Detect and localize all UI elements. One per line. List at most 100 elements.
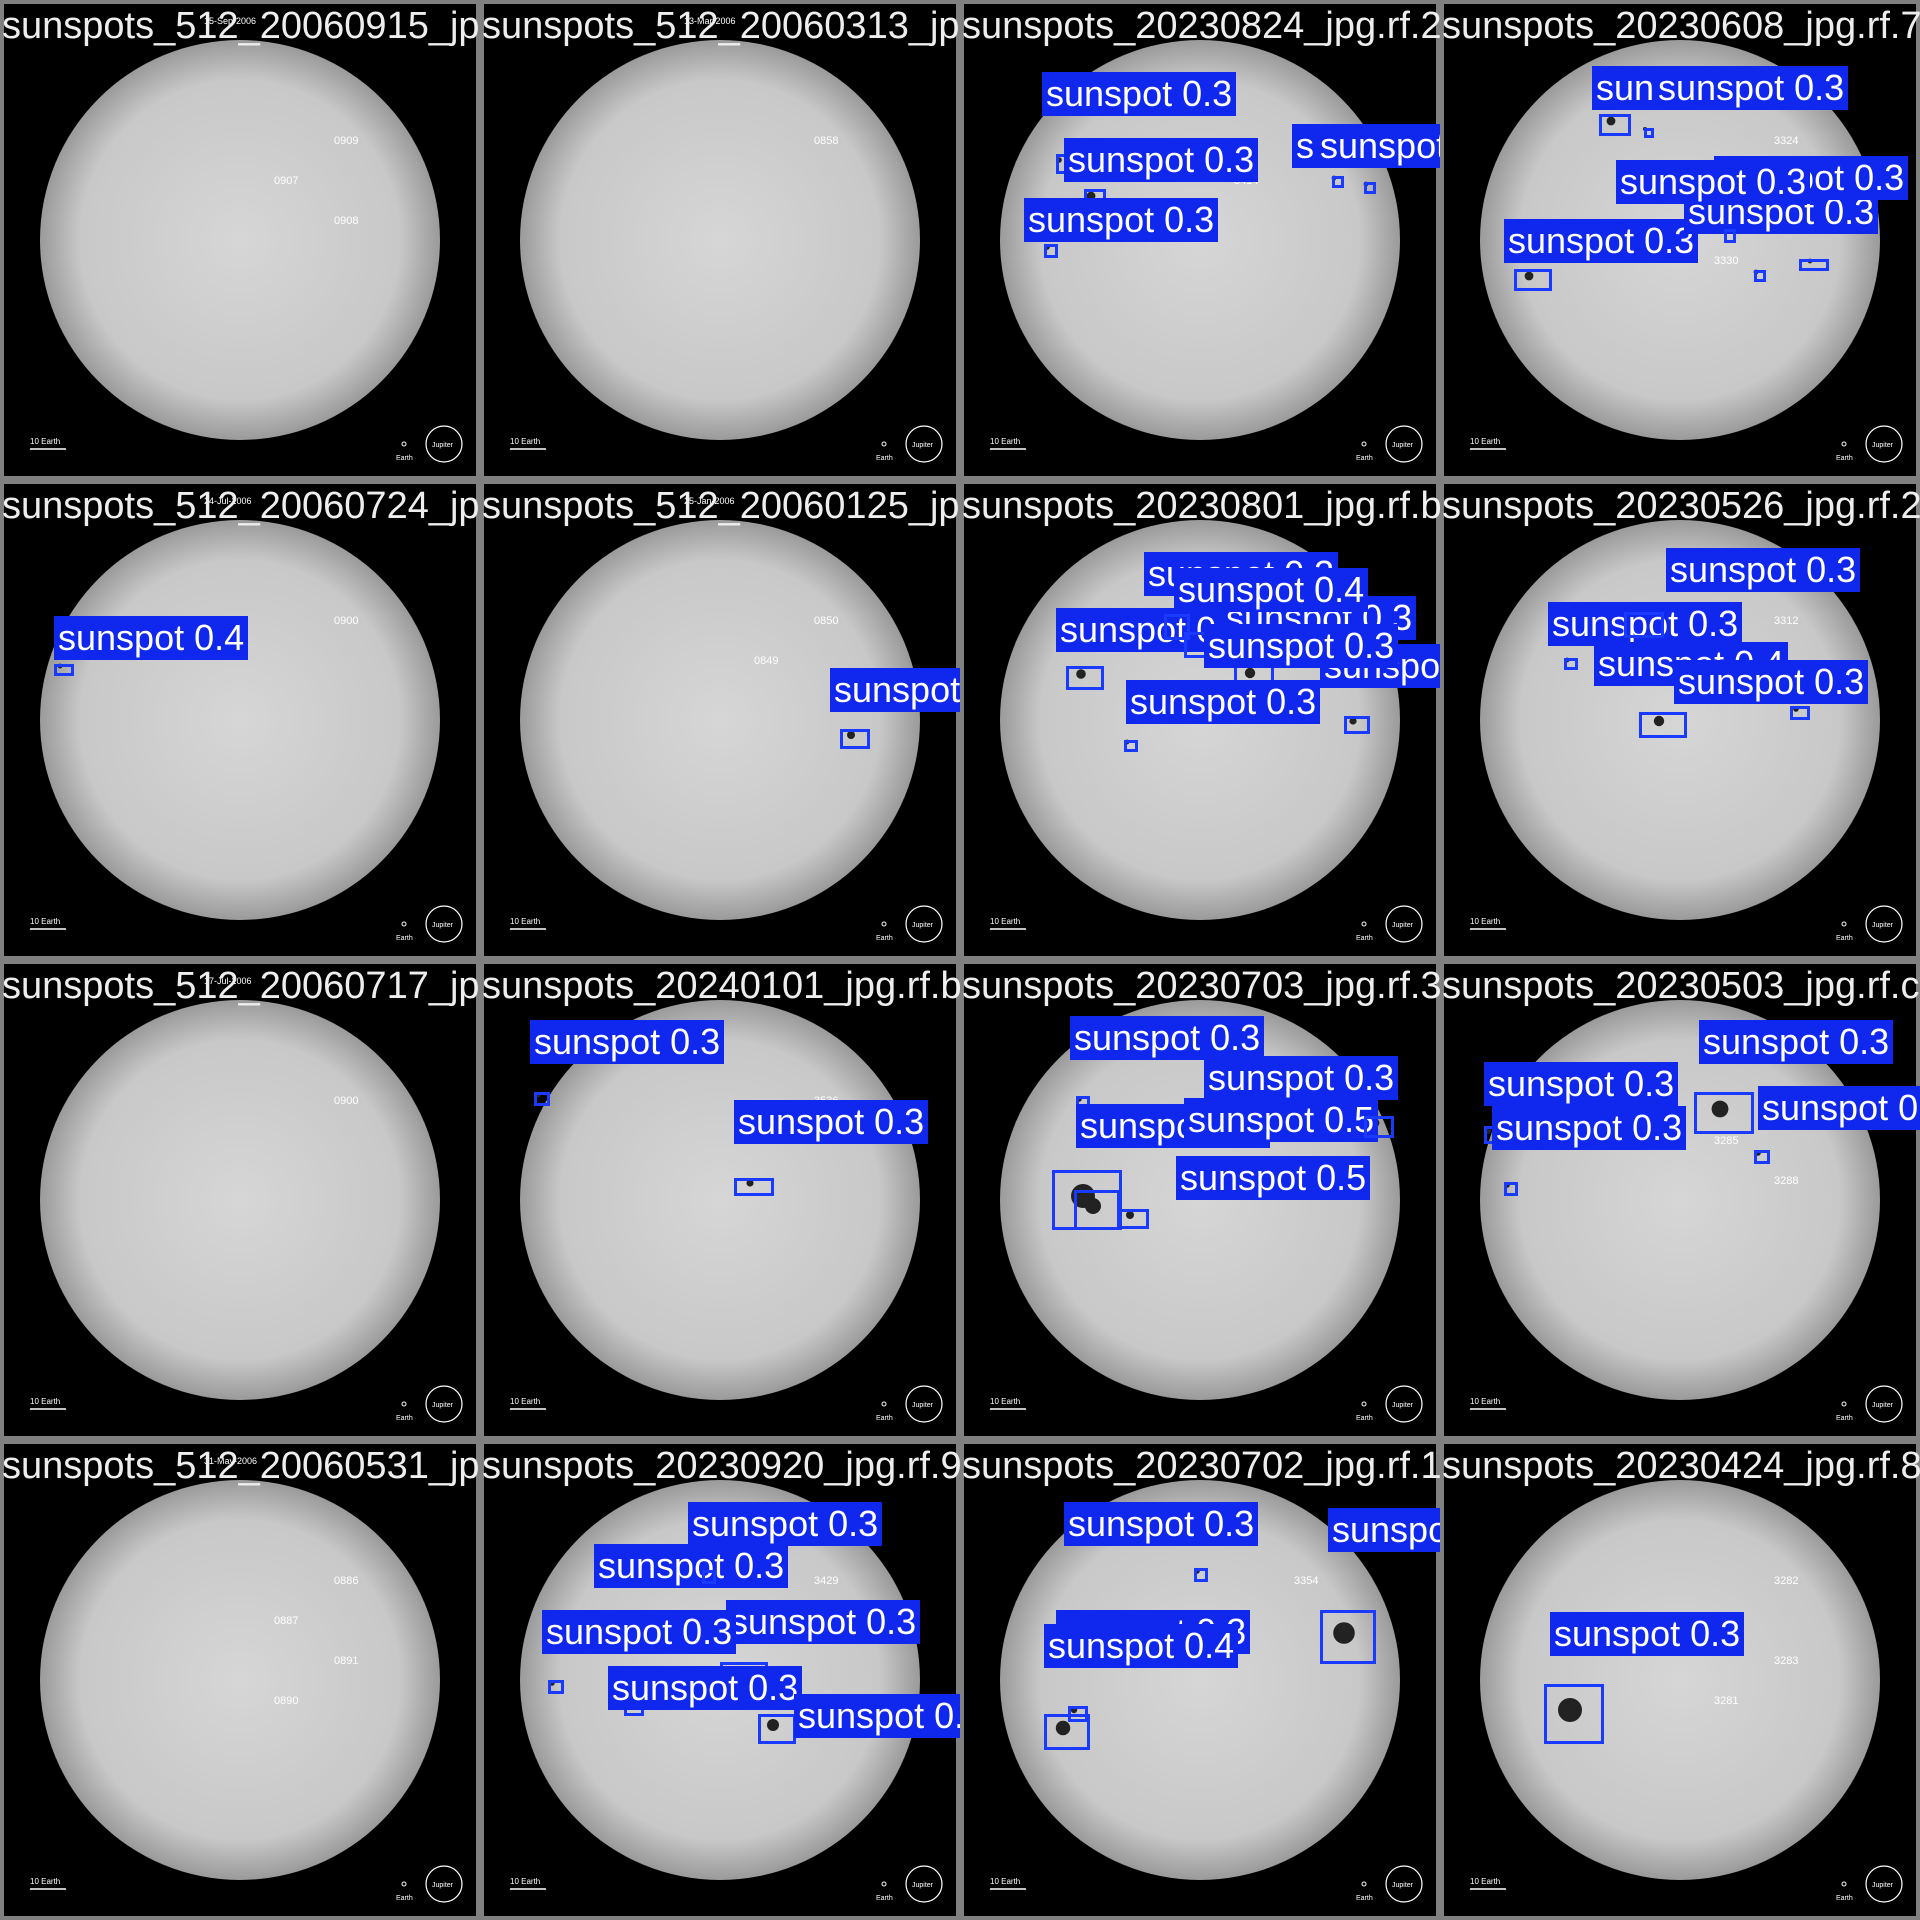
detection-label: sunspot 0.3: [1654, 66, 1849, 110]
jupiter-label: Jupiter: [1872, 1882, 1894, 1889]
detection-label: sunspot 0.3: [688, 1502, 883, 1546]
jupiter-label: Jupiter: [1392, 1402, 1414, 1409]
scale-label: 10 Earth: [510, 1877, 540, 1886]
detection-label: sunspot 0.3: [1758, 1086, 1920, 1130]
tile-filename: sunspots_512_20060313_jpg.rf.…: [482, 5, 960, 47]
image-tile: 15-Sep-2006 0909 0907 0908 10 Earth Earth Jupi…: [0, 0, 480, 480]
region-number: 0909: [334, 135, 358, 147]
sun-disk: [40, 1480, 440, 1880]
tile-filename: sunspots_20230824_jpg.rf.220c41424de…: [962, 5, 1440, 47]
sun-disk: [40, 40, 440, 440]
detection-label: sunspot 0.4: [1174, 568, 1369, 612]
detection-box: [1790, 706, 1810, 720]
detection-box: [1754, 1150, 1770, 1164]
scale-label: 10 Earth: [510, 1397, 540, 1406]
region-number: 0907: [274, 175, 298, 187]
earth-label: Earth: [1356, 1895, 1373, 1902]
tile-filename: sunspots_20240101_jpg.rf.b087cde53…: [482, 965, 960, 1007]
detection-box: [1564, 658, 1578, 670]
earth-label: Earth: [1836, 1415, 1853, 1422]
detection-label: sunspot 0.3: [1504, 219, 1699, 263]
sun-image: 25-Jan-2006 0850 0849 10 Earth Earth Jupiter: [484, 484, 956, 956]
sun-disk: [520, 40, 920, 440]
detection-label: sunspot 0.3: [1024, 198, 1219, 242]
earth-label: Earth: [876, 1415, 893, 1422]
image-tile: 3429 10 Earth Earth Jupiter sunspot 0.3 sunsp…: [480, 1440, 960, 1920]
sunspot-mark: [1711, 1100, 1729, 1118]
scale-label: 10 Earth: [30, 1877, 60, 1886]
detection-box: [1514, 269, 1552, 291]
detection-box: [1044, 244, 1058, 258]
sun-image: 17-Jul-2006 0900 10 Earth Earth Jupiter: [4, 964, 476, 1436]
scale-label: 10 Earth: [1470, 1397, 1500, 1406]
sunspot-mark: [1606, 116, 1616, 126]
scale-label: 10 Earth: [1470, 437, 1500, 446]
detection-box: [1364, 1116, 1394, 1138]
region-number: 3288: [1774, 1175, 1798, 1187]
region-number: 0890: [274, 1695, 298, 1707]
jupiter-label: Jupiter: [1872, 442, 1894, 449]
image-tile: 24-Jul-2006 0900 10 Earth Earth Jupiter sunsp…: [0, 480, 480, 960]
earth-label: Earth: [876, 1895, 893, 1902]
scale-label: 10 Earth: [510, 437, 540, 446]
region-number: 0891: [334, 1655, 358, 1667]
detection-label: sunspot 0.3: [830, 668, 960, 712]
image-tile: 3354 10 Earth Earth Jupiter sunspot 0.3 sunsp…: [960, 1440, 1440, 1920]
detection-box: [702, 1570, 716, 1584]
detection-box: [1639, 712, 1687, 738]
earth-label: Earth: [1836, 935, 1853, 942]
region-number: 3330: [1714, 255, 1738, 267]
scale-label: 10 Earth: [990, 437, 1020, 446]
region-number: 0908: [334, 215, 358, 227]
tile-filename: sunspots_512_20060531_jpg.rf.…: [2, 1445, 480, 1487]
earth-label: Earth: [1356, 935, 1373, 942]
detection-label: sunspot 0.3: [1204, 1056, 1399, 1100]
tile-filename: sunspots_512_20060724_jpg.rf.…: [2, 485, 480, 527]
detection-label: sunspot 0.3: [794, 1694, 960, 1738]
image-tile: 17-Jul-2006 0900 10 Earth Earth Jupiter sunsp…: [0, 960, 480, 1440]
detection-label: sunspot 0.3: [1492, 1106, 1687, 1150]
earth-label: Earth: [876, 935, 893, 942]
sunspot-mark: [1126, 1211, 1134, 1219]
scale-label: 10 Earth: [990, 1877, 1020, 1886]
tile-filename: sunspots_20230920_jpg.rf.9a61391024…: [482, 1445, 960, 1487]
sunspot-mark: [746, 1179, 754, 1187]
sun-disk: [40, 1000, 440, 1400]
overlay-date: 24-Jul-2006: [204, 496, 252, 506]
jupiter-label: Jupiter: [912, 922, 934, 929]
sun-image: 10 Earth Earth Jupiter: [964, 964, 1436, 1436]
region-number: 3281: [1714, 1695, 1738, 1707]
sun-disk: [1480, 1480, 1880, 1880]
detection-box: [1599, 114, 1631, 136]
detection-box: [1644, 128, 1654, 138]
detection-label: sunspot 0.3: [734, 1100, 929, 1144]
detection-box: [1066, 666, 1104, 690]
scale-label: 10 Earth: [30, 1397, 60, 1406]
overlay-date: 31-May-2006: [204, 1456, 257, 1466]
detection-box: [534, 1092, 550, 1106]
solar-disk-illustration: 17-Jul-2006 0900 10 Earth Earth Jupiter: [30, 976, 463, 1423]
earth-label: Earth: [396, 1415, 413, 1422]
image-tile: 13-Mar-2006 0858 10 Earth Earth Jupiter sunsp…: [480, 0, 960, 480]
overlay-date: 17-Jul-2006: [204, 976, 252, 986]
earth-label: Earth: [396, 455, 413, 462]
region-number: 0858: [814, 135, 838, 147]
detection-label: sunspot 0.3: [1316, 124, 1440, 168]
region-number: 0887: [274, 1615, 298, 1627]
detection-label: sunspot 0.3: [594, 1544, 789, 1588]
tile-filename: sunspots_20230424_jpg.rf.8d9a82241b…: [1442, 1445, 1920, 1487]
detection-box: [1164, 614, 1190, 640]
tile-filename: sunspots_20230526_jpg.rf.24f26492a…: [1442, 485, 1920, 527]
region-number: 3285: [1714, 1135, 1738, 1147]
jupiter-label: Jupiter: [912, 1402, 934, 1409]
region-number: 3312: [1774, 615, 1798, 627]
sun-image: 13-Mar-2006 0858 10 Earth Earth Jupiter: [484, 4, 956, 476]
jupiter-label: Jupiter: [432, 1402, 454, 1409]
detection-label: sunspot 0.3: [1699, 1020, 1894, 1064]
detection-label: sunspot 0.3: [1064, 1502, 1259, 1546]
detection-box: [840, 729, 870, 749]
earth-label: Earth: [1356, 1415, 1373, 1422]
